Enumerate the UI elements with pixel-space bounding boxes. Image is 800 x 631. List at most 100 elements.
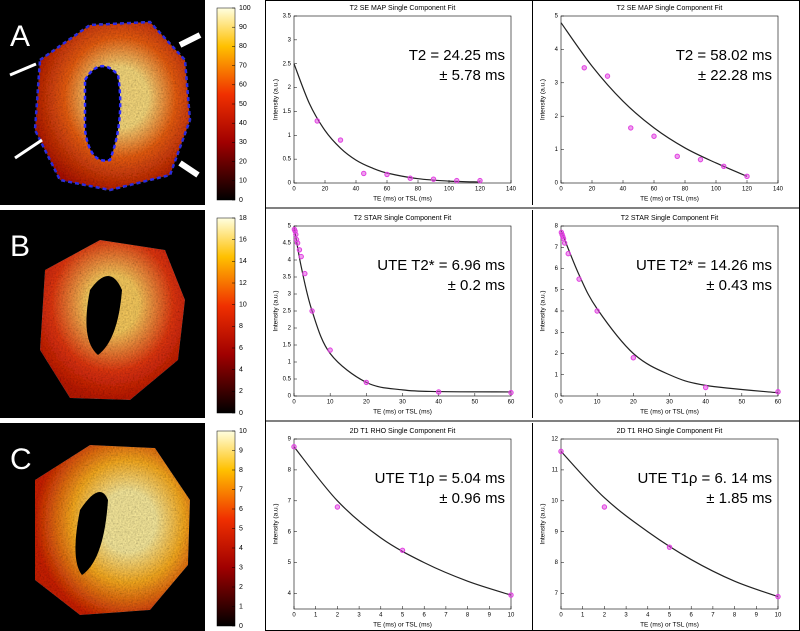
y-tick-label: 1 — [288, 133, 292, 139]
data-point — [674, 153, 680, 159]
colorbar-tick-label: 80 — [239, 43, 247, 50]
tissue-hole — [83, 65, 122, 162]
data-point — [407, 175, 413, 181]
x-tick-label: 50 — [738, 400, 745, 406]
asterisk-marker: ✳ — [91, 96, 109, 121]
x-tick-label: 20 — [363, 400, 370, 406]
x-tick-label: 100 — [444, 187, 455, 193]
data-point — [581, 65, 587, 71]
x-tick-label: 30 — [666, 400, 673, 406]
y-tick-label: 4 — [555, 309, 559, 315]
fit-annotation: T2 = 58.02 ms — [676, 47, 772, 64]
x-tick-label: 60 — [651, 187, 658, 193]
x-tick-label: 0 — [292, 613, 296, 619]
panel-letter: B — [10, 230, 30, 263]
colorbar-tick-label: 18 — [239, 215, 247, 222]
data-point — [294, 240, 301, 246]
fit-annotation: ± 22.28 ms — [698, 67, 772, 84]
data-point — [293, 231, 299, 238]
x-tick-label: 3 — [624, 613, 628, 619]
y-tick-label: 0.5 — [283, 377, 292, 383]
data-point — [435, 389, 442, 395]
colorbar-tick-label: 6 — [239, 506, 243, 513]
fit-annotation: UTE T1ρ = 5.04 ms — [375, 470, 505, 487]
x-tick-label: 40 — [353, 187, 360, 193]
x-tick-label: 60 — [384, 187, 391, 193]
colorbar-tick-label: 5 — [239, 525, 243, 532]
panel-letter: C — [10, 443, 32, 476]
y-tick-label: 0 — [555, 394, 559, 400]
data-point — [560, 236, 567, 242]
colorbar-tick-label: 1 — [239, 603, 243, 610]
chart-title: T2 SE MAP Single Component Fit — [350, 5, 456, 12]
colorbar — [216, 217, 236, 414]
data-point — [697, 156, 704, 163]
y-axis-label: Intensity (a.u.) — [540, 79, 547, 120]
y-tick-label: 2 — [555, 114, 559, 120]
y-tick-label: 3 — [555, 330, 559, 336]
colorbar-tick-label: 100 — [239, 5, 251, 12]
colorbar-tick-label: 70 — [239, 62, 247, 69]
colorbar-tick-label: 10 — [239, 428, 247, 435]
y-tick-label: 2 — [288, 326, 292, 332]
data-point — [361, 170, 367, 177]
data-point — [702, 384, 709, 391]
data-point — [477, 177, 483, 184]
y-tick-label: 3.5 — [283, 14, 292, 20]
panel-letter: A — [10, 20, 30, 53]
plot-area — [293, 225, 512, 397]
colorbar-tick-label: 3 — [239, 564, 243, 571]
x-tick-label: 120 — [475, 187, 486, 193]
x-tick-label: 40 — [435, 400, 442, 406]
y-tick-label: 4 — [555, 47, 559, 53]
x-axis-label: TE (ms) or TSL (ms) — [640, 409, 699, 416]
colorbar-tick-label: 40 — [239, 120, 247, 127]
fit-annotation: UTE T2* = 6.96 ms — [377, 257, 505, 274]
fit-annotation: ± 0.96 ms — [439, 490, 505, 507]
tissue-map — [35, 445, 190, 615]
colorbar-tick-label: 0 — [239, 410, 243, 417]
data-point — [576, 276, 582, 282]
data-point — [327, 347, 333, 353]
open-arrow — [178, 32, 202, 48]
y-tick-label: 7 — [555, 245, 559, 251]
y-axis-label: Intensity (a.u.) — [273, 503, 280, 544]
y-tick-label: 6 — [288, 529, 292, 535]
y-tick-label: 3 — [288, 37, 292, 43]
chart-title: T2 STAR Single Component Fit — [621, 215, 719, 222]
fit-annotation: ± 1.85 ms — [706, 490, 772, 507]
y-tick-label: 0 — [288, 394, 292, 400]
x-tick-label: 20 — [322, 187, 329, 193]
colorbar-tick-label: 16 — [239, 237, 247, 244]
x-tick-label: 140 — [506, 187, 517, 193]
y-tick-label: 1 — [288, 360, 292, 366]
x-axis-label: TE (ms) or TSL (ms) — [640, 196, 699, 203]
y-tick-label: 8 — [288, 467, 292, 473]
x-tick-label: 8 — [466, 613, 470, 619]
y-tick-label: 0 — [288, 181, 292, 187]
x-tick-label: 10 — [508, 613, 515, 619]
chart-title: 2D T1 RHO Single Component Fit — [617, 428, 723, 435]
y-tick-label: 5 — [288, 560, 292, 566]
x-tick-label: 3 — [357, 613, 361, 619]
fit-annotation: UTE T1ρ = 6. 14 ms — [637, 470, 772, 487]
fit-annotation: ± 5.78 ms — [439, 67, 505, 84]
colorbar-tick-label: 60 — [239, 82, 247, 89]
x-tick-label: 10 — [775, 613, 782, 619]
y-tick-label: 4.5 — [283, 241, 292, 247]
data-point — [291, 444, 297, 450]
x-tick-label: 10 — [594, 400, 601, 406]
x-tick-label: 30 — [399, 400, 406, 406]
x-tick-label: 6 — [423, 613, 427, 619]
y-tick-label: 0.5 — [283, 157, 292, 163]
data-point — [430, 176, 437, 182]
y-tick-label: 2 — [288, 85, 292, 91]
data-point — [337, 137, 344, 143]
fit-annotation: ± 0.2 ms — [448, 277, 505, 294]
colorbar-tick-label: 30 — [239, 139, 247, 146]
x-tick-label: 1 — [314, 613, 318, 619]
y-tick-label: 1 — [555, 372, 559, 378]
y-tick-label: 0 — [555, 181, 559, 187]
plot-area — [560, 438, 779, 610]
data-point — [721, 163, 727, 170]
